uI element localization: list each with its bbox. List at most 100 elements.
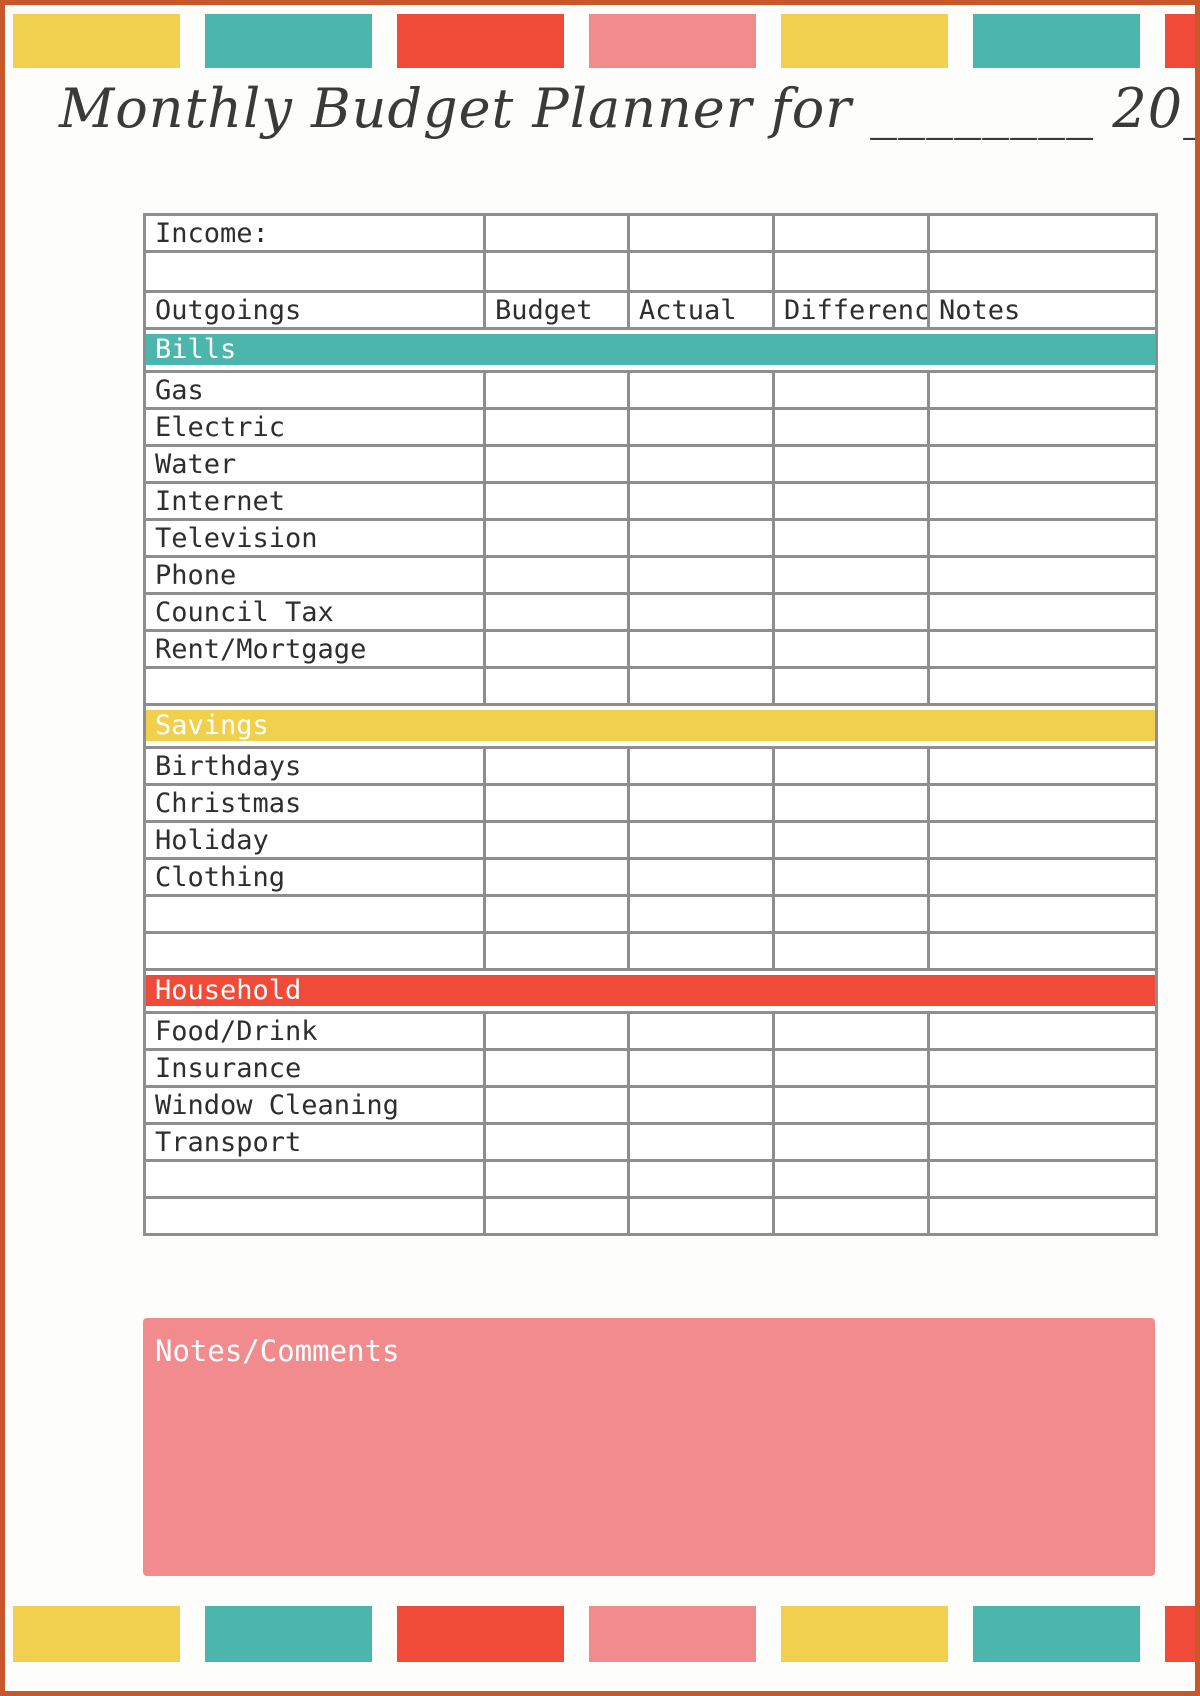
entry-cell <box>927 481 1158 521</box>
table-row: Internet <box>143 481 1158 521</box>
row-label-cell: Christmas <box>143 783 486 823</box>
entry-cell <box>772 213 930 253</box>
entry-cell <box>483 555 630 595</box>
table-row: Food/Drink <box>143 1011 1158 1051</box>
entry-cell <box>627 820 775 860</box>
row-label-cell: Gas <box>143 370 486 410</box>
entry-cell <box>927 783 1158 823</box>
entry-cell <box>772 1196 930 1236</box>
row-label-cell <box>143 1159 486 1199</box>
entry-cell <box>483 746 630 786</box>
table-row <box>143 1159 1158 1199</box>
color-block <box>397 1606 564 1662</box>
income-row: Income: <box>143 213 1158 253</box>
table-row: Council Tax <box>143 592 1158 632</box>
entry-cell <box>483 370 630 410</box>
entry-cell <box>483 407 630 447</box>
column-header-cell: Outgoings <box>143 290 486 330</box>
section-bar-household: Household <box>147 975 1154 1006</box>
entry-cell <box>772 481 930 521</box>
top-border-blocks <box>13 14 1195 68</box>
spacer-row <box>143 250 1158 293</box>
color-block <box>13 1606 180 1662</box>
row-label-cell: Insurance <box>143 1048 486 1088</box>
entry-cell <box>927 370 1158 410</box>
budget-table: Income: Outgoings Budget Actual Differen… <box>143 213 1158 1236</box>
entry-cell <box>927 857 1158 897</box>
entry-cell <box>772 783 930 823</box>
section-bar-cell: Household <box>143 968 1158 1014</box>
entry-cell <box>483 444 630 484</box>
entry-cell <box>483 1122 630 1162</box>
entry-cell <box>772 555 930 595</box>
row-label-cell: Electric <box>143 407 486 447</box>
table-row: Gas <box>143 370 1158 410</box>
row-label-cell <box>143 1196 486 1236</box>
entry-cell <box>927 555 1158 595</box>
column-header-cell: Notes <box>927 290 1158 330</box>
table-row <box>143 894 1158 934</box>
table-row: Phone <box>143 555 1158 595</box>
row-label-cell: Holiday <box>143 820 486 860</box>
table-row: Clothing <box>143 857 1158 897</box>
entry-cell <box>772 1085 930 1125</box>
row-label-cell <box>143 931 486 971</box>
color-block <box>973 14 1140 68</box>
table-row: Electric <box>143 407 1158 447</box>
entry-cell <box>627 629 775 669</box>
entry-cell <box>772 746 930 786</box>
entry-cell <box>927 746 1158 786</box>
entry-cell <box>927 666 1158 706</box>
entry-cell <box>483 857 630 897</box>
row-label-cell: Transport <box>143 1122 486 1162</box>
color-block <box>205 14 372 68</box>
table-row <box>143 1196 1158 1236</box>
row-label-cell: Clothing <box>143 857 486 897</box>
entry-cell <box>772 1048 930 1088</box>
entry-cell <box>772 820 930 860</box>
entry-cell <box>927 931 1158 971</box>
row-label-cell <box>143 666 486 706</box>
entry-cell <box>772 1122 930 1162</box>
entry-cell <box>627 857 775 897</box>
section-bar-row-household: Household <box>143 968 1158 1014</box>
entry-cell <box>627 481 775 521</box>
entry-cell <box>627 250 775 293</box>
table-row: Window Cleaning <box>143 1085 1158 1125</box>
entry-cell <box>627 1048 775 1088</box>
bottom-border-blocks <box>13 1606 1195 1662</box>
row-label-cell <box>143 894 486 934</box>
entry-cell <box>772 370 930 410</box>
row-label-cell: Television <box>143 518 486 558</box>
row-label-cell: Water <box>143 444 486 484</box>
entry-cell <box>143 250 486 293</box>
entry-cell <box>627 444 775 484</box>
entry-cell <box>627 666 775 706</box>
table-row: Water <box>143 444 1158 484</box>
entry-cell <box>772 592 930 632</box>
entry-cell <box>927 820 1158 860</box>
table-row: Holiday <box>143 820 1158 860</box>
entry-cell <box>927 592 1158 632</box>
entry-cell <box>927 1011 1158 1051</box>
color-block <box>397 14 564 68</box>
entry-cell <box>627 1159 775 1199</box>
entry-cell <box>927 1122 1158 1162</box>
entry-cell <box>927 250 1158 293</box>
row-label-cell: Birthdays <box>143 746 486 786</box>
entry-cell <box>772 407 930 447</box>
entry-cell <box>927 1159 1158 1199</box>
color-block <box>589 14 756 68</box>
notes-box: Notes/Comments <box>143 1318 1155 1576</box>
color-block <box>205 1606 372 1662</box>
entry-cell <box>483 931 630 971</box>
table-row: Christmas <box>143 783 1158 823</box>
entry-cell <box>627 1122 775 1162</box>
entry-cell <box>927 894 1158 934</box>
column-header-cell: Budget <box>483 290 630 330</box>
entry-cell <box>772 250 930 293</box>
entry-cell <box>927 629 1158 669</box>
entry-cell <box>927 213 1158 253</box>
entry-cell <box>483 783 630 823</box>
entry-cell <box>927 1085 1158 1125</box>
